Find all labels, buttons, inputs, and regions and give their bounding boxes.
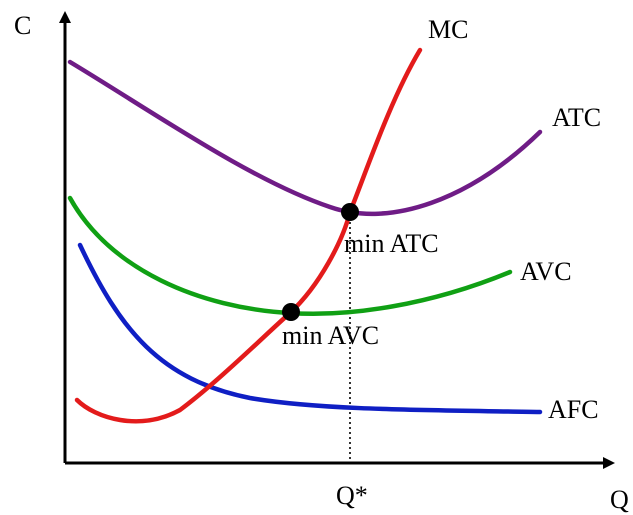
atc-label: ATC <box>552 103 601 132</box>
avc-curve <box>67 195 513 316</box>
q-star-label: Q* <box>336 481 368 510</box>
atc-curve <box>67 59 543 216</box>
min-atc-point <box>341 203 359 221</box>
avc-label: AVC <box>520 257 572 286</box>
min-avc-point <box>282 303 300 321</box>
afc-curve <box>77 242 543 415</box>
mc-label: MC <box>428 15 468 44</box>
afc-label: AFC <box>548 395 599 424</box>
y-axis-label: C <box>14 11 31 40</box>
min-avc-label: min AVC <box>282 321 379 350</box>
min-atc-label: min ATC <box>344 229 439 258</box>
x-axis-label: Q <box>610 485 629 514</box>
